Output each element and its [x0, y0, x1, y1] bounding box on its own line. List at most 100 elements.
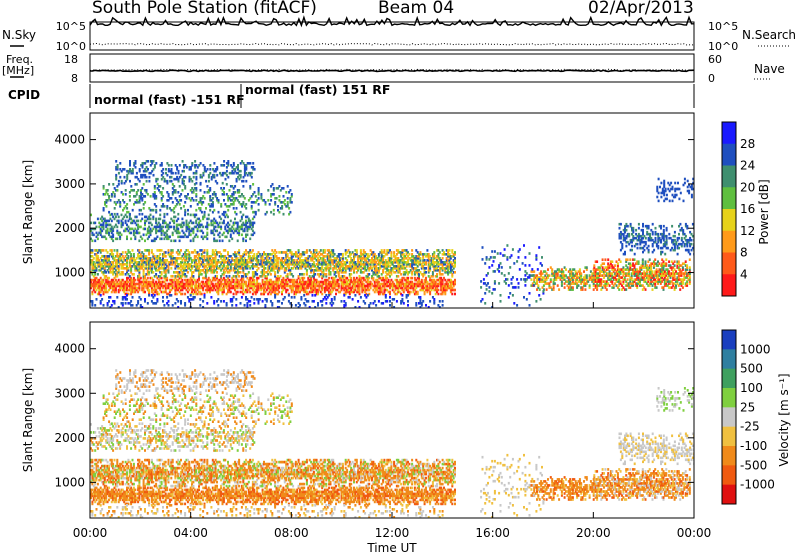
power-cell — [445, 282, 448, 286]
power-cell — [131, 265, 134, 268]
power-cell — [108, 288, 110, 292]
power-cell — [167, 199, 170, 202]
power-cell — [112, 280, 115, 284]
power-cell — [390, 269, 393, 272]
power-cell — [353, 261, 355, 264]
power-cell — [268, 286, 271, 290]
power-cell — [134, 235, 137, 239]
power-cell — [319, 253, 322, 256]
power-cell — [175, 282, 178, 286]
power-cell — [123, 284, 126, 288]
power-cell — [286, 263, 289, 266]
power-cell — [250, 251, 253, 254]
power-cell — [340, 276, 343, 280]
power-cell — [213, 162, 216, 165]
power-cell — [329, 284, 332, 288]
power-cell — [264, 298, 267, 301]
power-cell — [134, 259, 137, 262]
power-cell — [294, 251, 297, 254]
power-cell — [411, 255, 414, 258]
power-cell — [402, 267, 405, 270]
power-cell — [138, 208, 141, 212]
power-cell — [413, 282, 416, 286]
power-cell — [127, 288, 130, 292]
power-cell — [159, 286, 162, 290]
power-cell — [152, 292, 155, 296]
power-cell — [170, 284, 173, 288]
power-cell — [395, 280, 398, 284]
power-cell — [310, 271, 313, 274]
power-cell — [386, 273, 389, 276]
power-cell — [281, 187, 284, 190]
power-cell — [148, 253, 151, 256]
power-cell — [185, 259, 188, 262]
power-cell — [307, 276, 310, 280]
power-cell — [332, 251, 335, 254]
power-cell — [227, 282, 229, 286]
power-cell — [232, 203, 235, 206]
power-cell — [209, 171, 212, 175]
power-cell — [139, 225, 142, 229]
power-cell — [202, 255, 205, 258]
power-cell — [192, 298, 195, 301]
power-cell — [401, 286, 404, 290]
power-cell — [238, 169, 241, 173]
power-cell — [438, 280, 441, 284]
power-cell — [116, 275, 119, 278]
power-cell — [289, 273, 292, 276]
power-cell — [222, 286, 225, 290]
power-cell — [155, 231, 158, 235]
power-cell — [271, 253, 274, 256]
power-cell — [202, 263, 205, 266]
power-cell — [430, 257, 433, 260]
power-cell — [347, 286, 350, 290]
power-cell — [402, 263, 405, 266]
power-cell — [427, 257, 430, 260]
power-cell — [444, 290, 447, 294]
power-cell — [109, 269, 112, 272]
power-cell — [141, 162, 144, 165]
power-cell — [138, 255, 141, 258]
power-cell — [203, 210, 206, 214]
power-cell — [130, 300, 133, 303]
power-cell — [240, 227, 243, 231]
power-cell — [239, 261, 242, 264]
power-cell — [323, 288, 326, 292]
power-cell — [234, 217, 236, 221]
power-cell — [193, 215, 196, 219]
power-cell — [170, 253, 173, 256]
power-cell — [167, 265, 170, 268]
power-cell — [249, 257, 252, 260]
power-cell — [195, 208, 198, 212]
power-cell — [189, 298, 192, 301]
power-cell — [103, 269, 106, 272]
power-cell — [112, 227, 115, 231]
power-cell — [440, 292, 443, 296]
power-cell — [415, 286, 418, 290]
power-cell — [350, 261, 353, 264]
power-cell — [130, 189, 133, 192]
power-cell — [220, 276, 223, 280]
power-cell — [162, 286, 164, 290]
power-cell — [156, 269, 159, 272]
power-cell — [274, 296, 277, 299]
power-cell — [404, 267, 407, 270]
power-cell — [402, 276, 405, 280]
power-cell — [218, 261, 221, 264]
power-cell — [196, 166, 199, 169]
power-cell — [274, 249, 277, 252]
power-cell — [235, 298, 238, 301]
power-cell — [359, 263, 362, 266]
power-cell — [307, 284, 310, 288]
power-cell — [232, 269, 235, 272]
power-cell — [116, 189, 119, 192]
power-cell — [126, 288, 128, 292]
power-cell — [146, 267, 149, 270]
power-cell — [155, 263, 158, 266]
power-cell — [102, 286, 105, 290]
power-cell — [214, 169, 217, 173]
power-cell — [166, 292, 169, 296]
power-cell — [199, 271, 202, 274]
power-cell — [401, 276, 404, 280]
power-cell — [127, 273, 130, 276]
